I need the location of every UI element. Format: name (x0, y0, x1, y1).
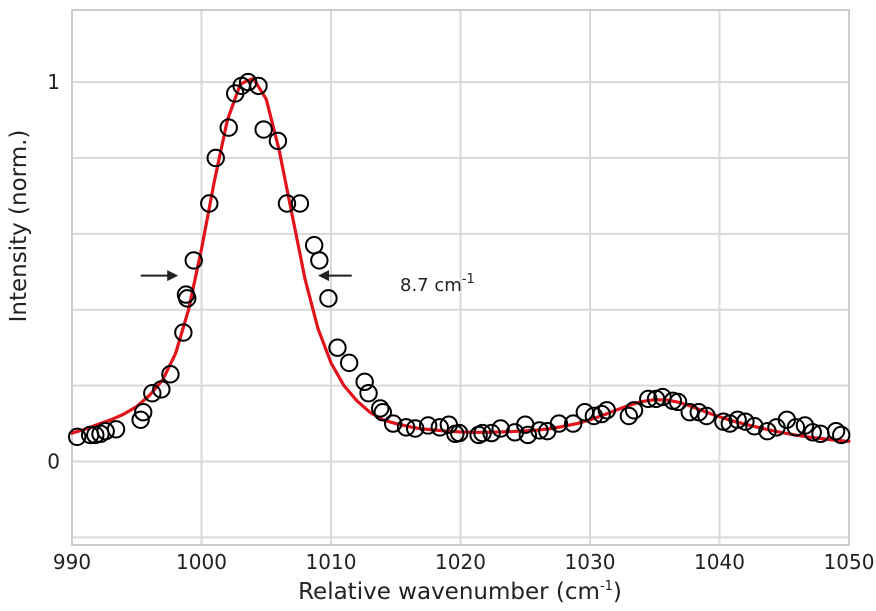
data-point (310, 251, 329, 270)
data-point (131, 410, 150, 429)
data-point (396, 418, 416, 437)
annotation-layer (140, 270, 352, 282)
data-point (238, 72, 258, 92)
plot-frame (71, 9, 850, 546)
tick-label-layer: 990 1000 1010 1020 1030 1040 1050 0 1 (47, 70, 874, 574)
y-tick-label: 1 (47, 70, 60, 94)
data-point (680, 403, 699, 422)
data-point (200, 194, 219, 213)
grid-layer (71, 10, 850, 545)
data-point (450, 423, 469, 443)
fwhm-annotation-main: 8.7 cm (400, 275, 462, 296)
fwhm-arrow-left (140, 270, 179, 282)
data-point (405, 419, 425, 438)
data-point (549, 414, 569, 433)
data-point (639, 389, 658, 409)
x-axis-title-end: ) (613, 579, 622, 605)
x-tick-label: 1000 (176, 550, 227, 574)
data-point (624, 401, 644, 420)
data-point (518, 425, 538, 445)
data-point (134, 403, 153, 422)
data-point (319, 289, 338, 308)
fwhm-arrow-right (318, 270, 352, 282)
data-point (219, 118, 238, 137)
data-point (619, 406, 639, 426)
data-point (668, 392, 688, 412)
data-point (736, 412, 755, 431)
data-point (161, 365, 180, 384)
x-axis-title-main: Relative wavenumber (cm (298, 579, 600, 605)
data-point (304, 236, 324, 255)
data-point (176, 285, 196, 304)
x-axis-title: Relative wavenumber (cm-1) (298, 579, 622, 605)
data-point (758, 421, 777, 441)
x-tick-label: 1040 (694, 550, 745, 574)
data-point (254, 120, 273, 139)
data-point (174, 323, 193, 342)
data-point (832, 425, 851, 445)
data-point (206, 148, 225, 168)
data-point (563, 414, 583, 433)
data-point (359, 384, 378, 403)
data-point (143, 384, 162, 403)
fwhm-annotation-superscript: -1 (462, 272, 475, 287)
data-point (597, 401, 617, 420)
data-point (339, 353, 359, 373)
x-tick-label: 1020 (435, 550, 486, 574)
data-point (290, 194, 310, 213)
data-point (592, 404, 611, 424)
data-point (697, 406, 716, 426)
y-axis-title: Intensity (norm.) (6, 130, 32, 323)
data-point (745, 417, 764, 436)
x-tick-label: 1030 (565, 550, 616, 574)
data-point (152, 380, 171, 399)
data-point (826, 421, 846, 441)
fit-layer (70, 76, 851, 444)
data-point (277, 194, 297, 213)
data-point (473, 423, 492, 443)
data-point (328, 338, 347, 357)
data-point (786, 418, 806, 437)
data-point (383, 414, 403, 433)
x-tick-label: 1010 (306, 550, 357, 574)
fwhm-arrow-right-head (318, 270, 330, 282)
data-point (106, 420, 126, 439)
data-point (430, 418, 449, 437)
data-point (268, 131, 288, 151)
data-point (249, 76, 268, 96)
data-point (491, 419, 510, 438)
data-point (371, 399, 390, 418)
marker-layer (67, 72, 851, 447)
data-point (482, 423, 501, 443)
fwhm-annotation-label: 8.7 cm-1 (400, 272, 475, 296)
data-point (530, 421, 549, 440)
data-point (803, 423, 822, 442)
data-point (355, 372, 374, 392)
data-point (418, 416, 438, 435)
x-axis-title-superscript: -1 (600, 579, 613, 594)
fit-curve (70, 76, 851, 444)
x-tick-label: 1050 (824, 550, 875, 574)
x-tick-label: 990 (53, 550, 91, 574)
data-point (373, 403, 392, 422)
y-tick-label: 0 (47, 450, 60, 474)
fwhm-arrow-left-head (167, 270, 179, 282)
data-point (184, 251, 203, 270)
data-point (96, 421, 115, 441)
data-point (67, 427, 87, 447)
data-point (728, 410, 747, 429)
